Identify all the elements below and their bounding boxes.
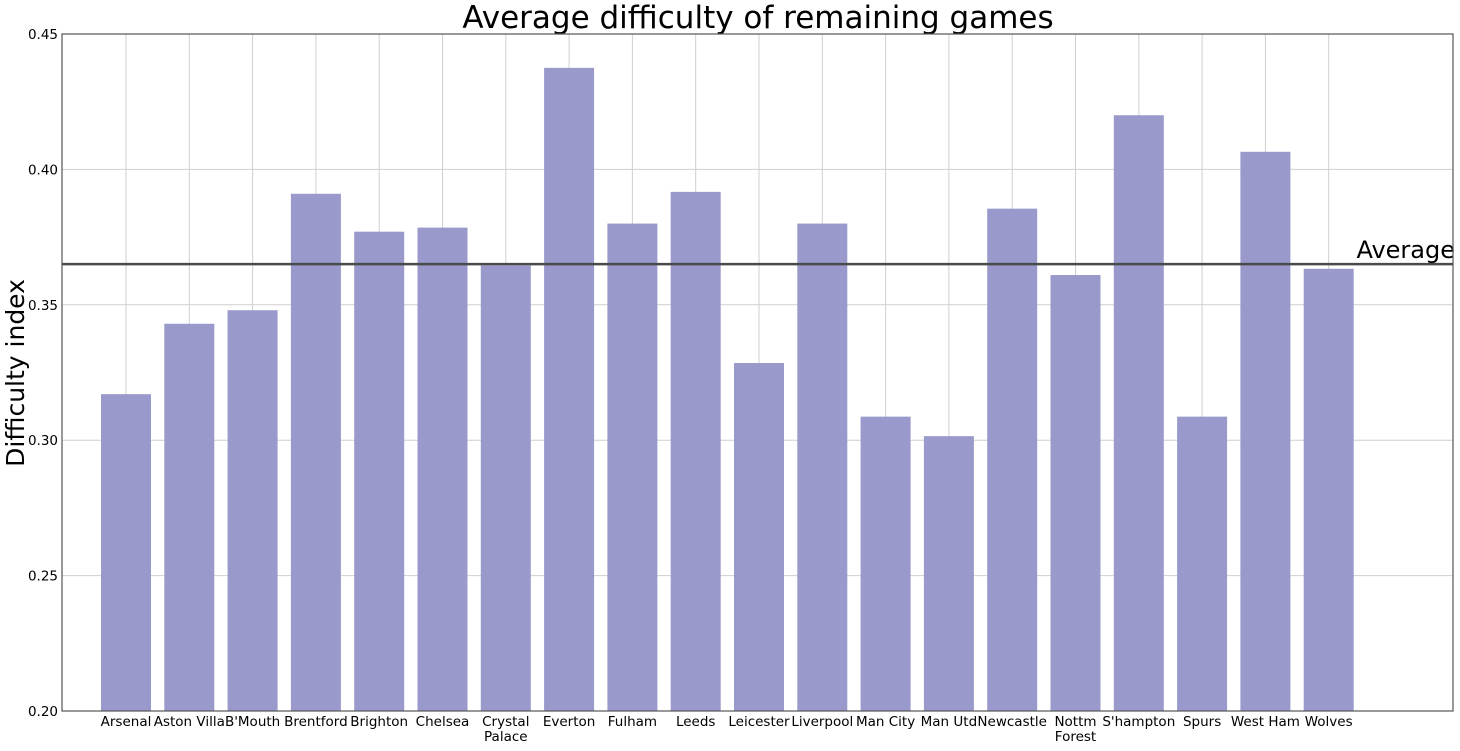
- x-tick-label: West Ham: [1231, 714, 1300, 730]
- y-tick-label: 0.30: [28, 433, 58, 449]
- x-tick-labels: Arsenal Aston Villa B'Mouth Brentford Bright…: [101, 714, 1353, 745]
- bar: [987, 208, 1038, 711]
- bar: [1113, 115, 1164, 712]
- x-tick-label: Fulham: [608, 714, 657, 730]
- x-tick-label: Aston Villa: [154, 714, 225, 730]
- bar: [1240, 151, 1291, 712]
- x-tick-label: Wolves: [1305, 714, 1353, 730]
- x-tick-label: S'hampton: [1102, 714, 1175, 730]
- x-tick-label: Liverpool: [791, 714, 853, 730]
- bar: [670, 191, 721, 711]
- bar: [101, 394, 151, 711]
- bars-layer: [101, 67, 1354, 712]
- bar: [1177, 416, 1228, 711]
- bar: [164, 323, 215, 711]
- chart-title: Average difficulty of remaining games: [462, 0, 1053, 36]
- y-tick-label: 0.25: [28, 569, 58, 585]
- bar: [544, 67, 595, 712]
- y-tick-label: 0.45: [28, 27, 58, 43]
- x-tick-label: Chelsea: [416, 714, 470, 730]
- bar: [1303, 268, 1354, 711]
- y-tick-label: 0.20: [28, 704, 58, 720]
- x-tick-label: Crystal Palace: [482, 714, 529, 745]
- x-tick-label: Brentford: [284, 714, 348, 730]
- y-tick-labels: 0.20 0.25 0.30 0.35 0.40 0.45: [28, 27, 58, 720]
- bar: [480, 265, 531, 711]
- reference-line-layer: Average: [62, 236, 1455, 266]
- bar: [290, 193, 341, 712]
- x-tick-label: Everton: [543, 714, 595, 730]
- plot-frame: [61, 33, 1454, 712]
- x-tick-label: Brighton: [350, 714, 408, 730]
- x-tick-label: B'Mouth: [225, 714, 280, 730]
- bar: [354, 231, 405, 711]
- y-axis-label: Difficulty index: [1, 279, 30, 467]
- x-tick-label: Leeds: [676, 714, 716, 730]
- bar: [734, 363, 784, 711]
- x-tick-label: Man City: [856, 714, 915, 730]
- bar: [607, 223, 658, 711]
- y-tick-label: 0.40: [28, 162, 58, 178]
- bar: [227, 310, 278, 711]
- x-tick-label: Newcastle: [977, 714, 1047, 730]
- bar: [860, 416, 911, 711]
- bar: [417, 227, 468, 711]
- x-tick-label: Spurs: [1183, 714, 1221, 730]
- x-tick-label: Arsenal: [101, 714, 152, 730]
- x-tick-label: Leicester: [728, 714, 790, 730]
- x-tick-label: Man Utd: [921, 714, 978, 730]
- bar: [923, 436, 974, 711]
- bar: [1050, 275, 1101, 711]
- bar: [797, 223, 848, 711]
- x-tick-label: Nottm Forest: [1054, 714, 1096, 745]
- y-tick-label: 0.35: [28, 298, 58, 314]
- average-reference-label: Average: [1356, 236, 1455, 264]
